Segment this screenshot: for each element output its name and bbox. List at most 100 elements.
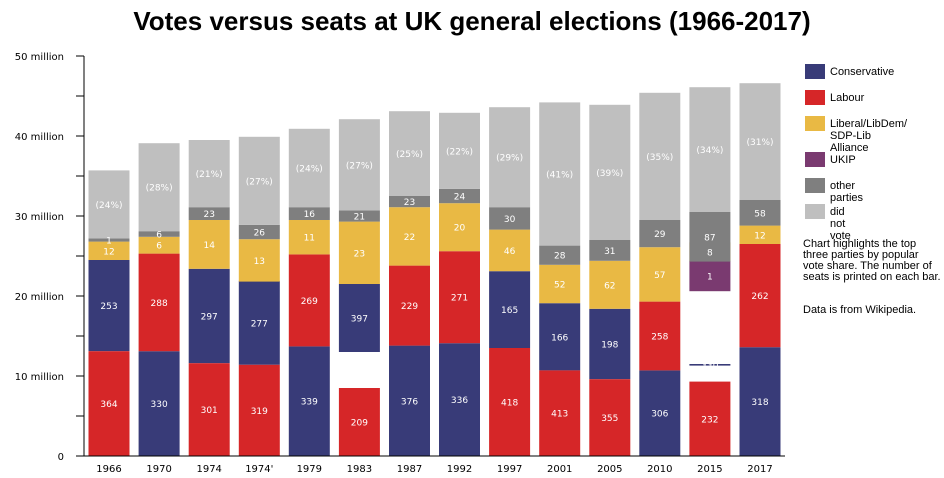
bar-seat-label: 62 <box>604 281 615 291</box>
bar-seat-label: (28%) <box>146 184 173 194</box>
bar-segment <box>238 280 280 365</box>
bar-seat-label: (21%) <box>196 170 223 180</box>
bar-segment <box>338 388 380 456</box>
bar-segment <box>539 303 581 371</box>
bar-seat-label: 6 <box>156 242 162 252</box>
bar-seat-label: 271 <box>451 294 468 304</box>
bar-segment <box>88 170 130 239</box>
y-tick-label: 40 million <box>15 132 64 143</box>
bar-segment <box>389 196 430 208</box>
bar-segment <box>489 107 531 208</box>
bar-seat-label: 318 <box>751 398 768 408</box>
x-tick-label: 1979 <box>297 464 322 475</box>
bar-segment <box>589 240 631 261</box>
bar-seat-label: 306 <box>651 410 668 420</box>
bar-seat-label: 297 <box>201 313 218 323</box>
bar-segment <box>689 381 731 456</box>
bar-segment <box>639 92 681 220</box>
bar-segment <box>589 260 631 309</box>
bar-segment <box>138 236 180 254</box>
bar-seat-label: 29 <box>654 230 666 240</box>
bar-seat-label: 23 <box>404 198 415 208</box>
bar-seat-label: 8 <box>707 249 713 259</box>
bar-seat-label: (31%) <box>746 138 773 148</box>
bar-seat-label: (41%) <box>546 171 573 181</box>
legend-swatch <box>805 204 825 219</box>
bar-segment <box>138 253 180 352</box>
y-tick-label: 50 million <box>15 52 64 63</box>
bar-segment <box>739 200 781 226</box>
x-tick-label: 2010 <box>647 464 672 475</box>
bar-seat-label: (24%) <box>296 165 323 175</box>
bar-seat-label: (27%) <box>346 161 373 171</box>
bar-segment <box>138 143 180 232</box>
chart-note: Chart highlights the top three parties b… <box>803 238 941 283</box>
bar-seat-label: 198 <box>601 341 618 351</box>
bar-seat-label: (24%) <box>95 201 122 211</box>
legend-swatch <box>805 64 825 79</box>
bar-seat-label: 413 <box>551 410 568 420</box>
y-tick-label: 30 million <box>15 212 64 223</box>
legend-label: Liberal/LibDem/ SDP-Lib Alliance <box>830 118 908 154</box>
bar-segment <box>338 119 380 211</box>
bar-segment <box>639 301 681 371</box>
bar-segment <box>489 207 531 230</box>
bar-seat-label: 269 <box>301 297 318 307</box>
legend-label: Conservative <box>830 66 895 78</box>
bar-seat-label: 30 <box>504 215 516 225</box>
bar-segment <box>589 104 631 240</box>
x-tick-label: 1983 <box>347 464 372 475</box>
bar-seat-label: 13 <box>254 257 265 267</box>
bar-seat-label: 57 <box>654 271 665 281</box>
bar-seat-label: 166 <box>551 333 568 343</box>
bar-seat-label: 21 <box>354 213 365 223</box>
bar-seat-label: 23 <box>203 210 214 220</box>
bar-seat-label: 14 <box>203 241 215 251</box>
bar-segment <box>689 260 731 292</box>
bar-segment <box>439 343 480 456</box>
bar-seat-label: 11 <box>304 234 315 244</box>
bar-seat-label: 376 <box>401 397 418 407</box>
bar-seat-label: 31 <box>604 247 615 257</box>
bar-seat-label: 26 <box>254 229 266 239</box>
bar-seat-label: 87 <box>704 233 715 243</box>
bar-seat-label: 165 <box>501 306 518 316</box>
bar-segment <box>188 140 230 208</box>
bar-segment <box>338 210 380 222</box>
bar-segment <box>389 111 430 196</box>
bar-seat-label: (39%) <box>596 169 623 179</box>
bar-segment <box>389 207 430 266</box>
bar-segment <box>288 128 330 208</box>
bar-seat-label: 1 <box>106 237 112 247</box>
bar-seat-label: 229 <box>401 302 418 312</box>
bar-seat-label: 209 <box>351 419 368 429</box>
bar-segment <box>138 351 180 456</box>
bar-segment <box>539 102 581 246</box>
bar-segment <box>639 370 681 456</box>
bar-segment <box>188 268 230 364</box>
bar-segment <box>88 351 130 456</box>
x-tick-label: 1966 <box>96 464 121 475</box>
bar-segment <box>489 271 531 348</box>
bar-seat-label: 23 <box>354 249 365 259</box>
bar-segment <box>639 220 681 248</box>
bar-seat-label: 355 <box>601 414 618 424</box>
x-tick-label: 1987 <box>397 464 422 475</box>
bar-segment <box>288 346 330 456</box>
bar-segment <box>739 83 781 200</box>
x-tick-label: 1974' <box>245 464 273 475</box>
bar-seat-label: 6 <box>156 231 162 241</box>
bar-segment <box>238 239 280 282</box>
bar-segment <box>739 225 781 244</box>
legend-label: other parties <box>830 180 864 204</box>
bar-segment <box>539 245 581 265</box>
bar-segment <box>188 207 230 220</box>
bar-seat-label: 12 <box>103 247 114 257</box>
y-tick-label: 20 million <box>15 292 64 303</box>
bar-seat-label: (25%) <box>396 150 423 160</box>
bar-seat-label: 330 <box>701 361 718 371</box>
x-tick-label: 1974 <box>196 464 221 475</box>
bar-seat-label: (35%) <box>646 153 673 163</box>
bar-segment <box>689 364 731 366</box>
